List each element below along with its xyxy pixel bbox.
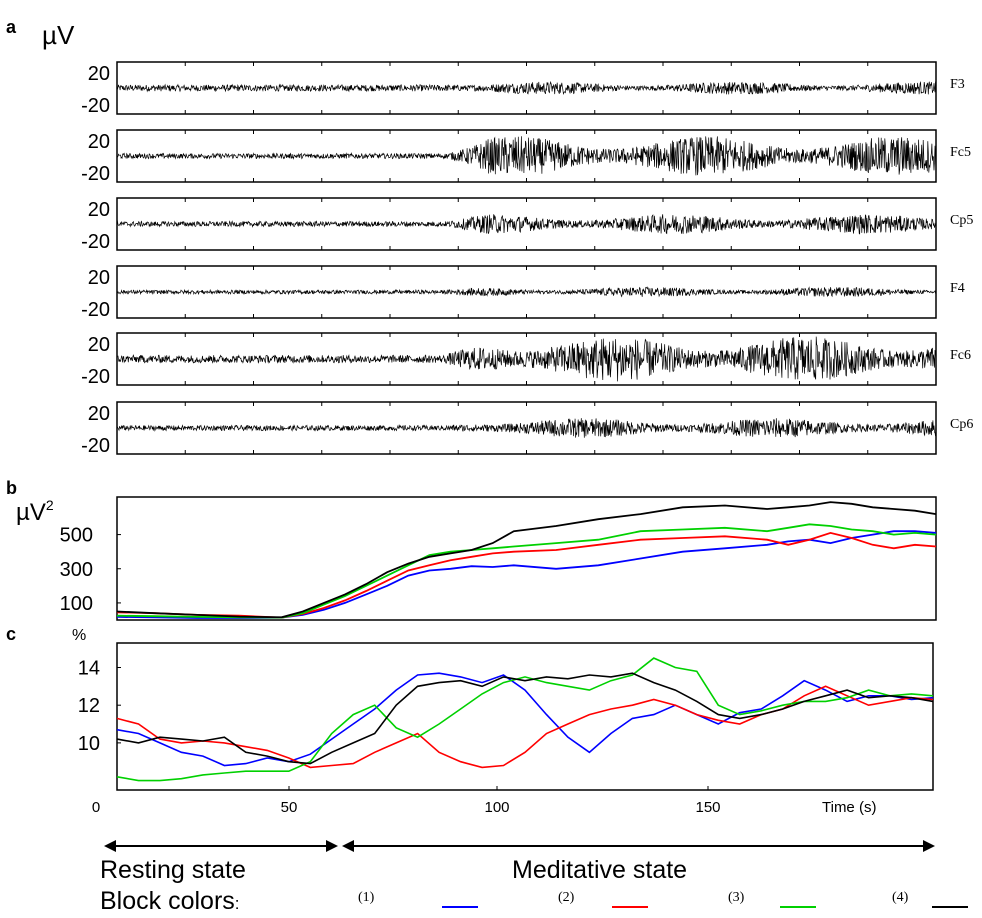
eeg-channel-f3: 20 -20 F3: [81, 61, 965, 117]
eeg-trace: [116, 418, 937, 438]
y-tick-label: 20: [88, 199, 110, 221]
panel-c-unit: %: [72, 627, 86, 644]
channel-label: Fc6: [950, 348, 971, 363]
panel-b-unit-sup: 2: [46, 497, 54, 513]
block-label-4: (4): [892, 890, 909, 905]
y-tick-label: 300: [60, 559, 93, 581]
plot-c-axes-box: [116, 642, 934, 791]
eeg-channel-cp6: 20 -20 Cp6: [81, 401, 973, 457]
resting-state-label: Resting state: [100, 856, 246, 884]
y-tick-label: 10: [78, 733, 100, 755]
block-label-3: (3): [728, 890, 745, 905]
y-tick-label: -20: [81, 299, 110, 321]
resting-state-arrow: [104, 840, 338, 852]
block-colors-label: Block colors:: [100, 887, 240, 916]
eeg-trace: [116, 286, 937, 298]
x-tick-label: 100: [484, 799, 509, 816]
x-tick-label: 0: [92, 799, 100, 816]
power-series-1: [116, 530, 937, 619]
block-swatch-3: [780, 906, 816, 908]
block-label-2: (2): [558, 890, 575, 905]
block-swatch-4: [932, 906, 968, 908]
y-tick-label: 20: [88, 267, 110, 289]
channel-label: Cp6: [950, 417, 973, 432]
x-tick-label: 50: [281, 799, 298, 816]
eeg-trace: [116, 214, 937, 235]
eeg-axes-box: [116, 197, 937, 251]
percent-series-4: [116, 672, 934, 765]
block-colors-text: Block colors: [100, 887, 235, 915]
panel-a-letter: a: [6, 17, 17, 37]
panel-c-percent-plot: 10 12 14 0 50 100 150 Time (s): [78, 642, 934, 816]
block-swatch-2: [612, 906, 648, 908]
y-tick-label: -20: [81, 95, 110, 117]
channel-label: F4: [950, 281, 965, 296]
power-series-3: [116, 523, 937, 619]
panel-b-unit: µV2: [16, 497, 54, 526]
eeg-trace: [116, 136, 937, 176]
eeg-trace: [116, 80, 937, 96]
power-series-4: [116, 501, 937, 619]
eeg-trace: [116, 336, 937, 382]
y-tick-label: 14: [78, 658, 100, 680]
channel-label: Cp5: [950, 213, 973, 228]
eeg-channel-f4: 20 -20 F4: [81, 265, 965, 321]
eeg-channel-fc6: 20 -20 Fc6: [81, 332, 971, 388]
panel-b-power-plot: 100 300 500: [60, 496, 937, 621]
panel-b-letter: b: [6, 478, 17, 498]
meditative-state-arrow: [342, 840, 935, 852]
percent-series-3: [116, 657, 934, 782]
block-swatch-1: [442, 906, 478, 908]
y-tick-label: -20: [81, 231, 110, 253]
block-label-1: (1): [358, 890, 375, 905]
plot-b-axes-box: [116, 496, 937, 621]
percent-series-2: [116, 685, 934, 769]
percent-series-1: [116, 672, 934, 767]
y-tick-label: 20: [88, 131, 110, 153]
channel-label: F3: [950, 77, 965, 92]
y-tick-label: -20: [81, 435, 110, 457]
block-colors-colon: :: [234, 894, 240, 913]
x-axis-label: Time (s): [822, 799, 876, 816]
y-tick-label: 20: [88, 334, 110, 356]
panel-a-unit: µV: [42, 20, 75, 50]
eeg-channel-cp5: 20 -20 Cp5: [81, 197, 973, 253]
panel-a-eeg-traces: 20-20F320-20Fc520-20Cp520-20F420-20Fc620…: [81, 61, 973, 457]
eeg-channel-fc5: 20 -20 Fc5: [81, 129, 971, 185]
channel-label: Fc5: [950, 145, 971, 160]
panel-b-unit-base: µV: [16, 499, 46, 526]
y-tick-label: 20: [88, 63, 110, 85]
y-tick-label: 12: [78, 695, 100, 717]
y-tick-label: -20: [81, 366, 110, 388]
y-tick-label: 100: [60, 593, 93, 615]
x-tick-label: 150: [695, 799, 720, 816]
meditative-state-label: Meditative state: [512, 856, 688, 884]
y-tick-label: -20: [81, 163, 110, 185]
y-tick-label: 500: [60, 525, 93, 547]
panel-c-letter: c: [6, 624, 16, 644]
y-tick-label: 20: [88, 403, 110, 425]
